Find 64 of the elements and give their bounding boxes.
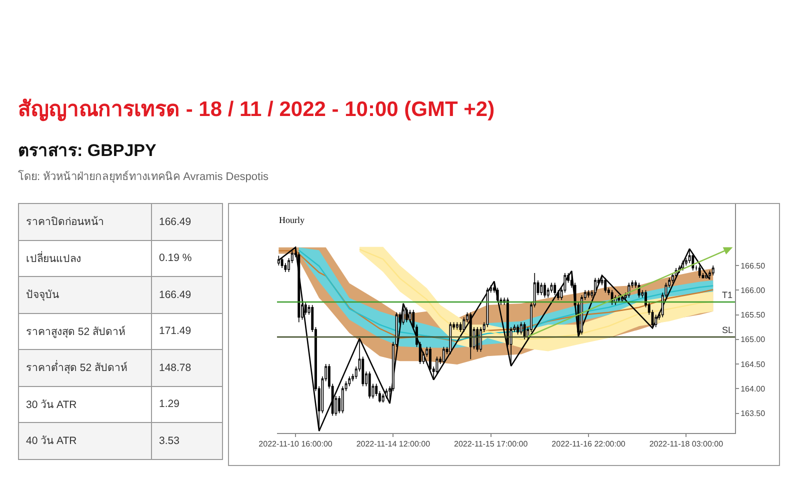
candlestick: [459, 322, 462, 332]
ref-line-label: SL: [722, 325, 734, 335]
candlestick: [341, 386, 344, 414]
candlestick: [442, 346, 445, 364]
text: ปัจจุบัน: [18, 276, 152, 313]
candlestick: [476, 326, 479, 352]
candlestick: [304, 302, 307, 316]
candlestick: [698, 265, 701, 278]
candlestick: [456, 322, 458, 330]
text: โดย: หัวหน้าฝ่ายกลยุทธ์ทางเทคนิค Avramis Despotis: [18, 169, 269, 185]
text: เปลี่ยนแปลง: [18, 240, 152, 276]
candlestick: [682, 260, 684, 271]
text: 166.49: [152, 276, 222, 313]
candlestick: [594, 277, 596, 296]
candlestick: [540, 282, 543, 296]
x-tick-label: 2022-11-10 16:00:00: [258, 440, 333, 449]
candlestick: [469, 312, 472, 360]
candlestick: [705, 272, 708, 278]
text: ตราสาร: GBPJPY: [18, 140, 156, 162]
ref-line-label: T1: [722, 290, 733, 300]
x-tick-label: 2022-11-15 17:00:00: [454, 440, 528, 449]
candlestick: [516, 324, 520, 335]
candlestick: [546, 287, 550, 298]
text: 40 วัน ATR: [18, 422, 152, 459]
x-tick-label: 2022-11-16 22:00:00: [552, 440, 626, 449]
candlestick: [405, 307, 408, 323]
y-tick-label: 164.50: [740, 360, 766, 369]
candlestick: [654, 314, 658, 328]
candlestick: [604, 277, 607, 294]
y-tick-label: 165.50: [740, 310, 766, 320]
x-tick-label: 2022-11-18 03:00:00: [649, 440, 724, 449]
candlestick: [298, 252, 300, 323]
candlestick: [348, 376, 351, 387]
y-tick-label: 166.50: [740, 261, 766, 270]
y-tick-label: 164.00: [740, 384, 766, 394]
annotation: Hourly: [279, 215, 305, 225]
text: 3.53: [152, 422, 222, 459]
x-tick-label: 2022-11-14 12:00:00: [356, 440, 431, 449]
candlestick: [368, 371, 371, 399]
text: ราคาปิดก่อนหน้า: [18, 204, 152, 240]
candlestick: [280, 256, 284, 268]
text: 0.19 %: [152, 240, 222, 276]
candlestick: [620, 294, 624, 303]
candlestick: [523, 322, 526, 340]
candlestick: [712, 265, 714, 276]
text: สัญญาณการเทรด - 18 / 11 / 2022 - 10:00 (GMT +2): [18, 97, 495, 124]
text: ราคาสูงสุด 52 สัปดาห์: [18, 313, 152, 350]
text: ราคาต่ำสุด 52 สัปดาห์: [18, 350, 152, 386]
text: 166.49: [152, 204, 222, 240]
y-tick-label: 163.50: [740, 409, 766, 418]
candlestick: [449, 322, 452, 355]
candlestick: [587, 290, 590, 298]
candlestick: [462, 316, 466, 332]
candlestick: [544, 282, 546, 298]
candlestick: [402, 303, 405, 326]
candlestick: [554, 282, 556, 296]
y-tick-label: 166.00: [740, 286, 766, 295]
text: 171.49: [152, 313, 222, 350]
text: 148.78: [152, 350, 222, 386]
candlestick: [692, 252, 694, 271]
text: 1.29: [152, 386, 222, 422]
y-tick-label: 165.00: [740, 335, 766, 344]
text: 30 วัน ATR: [18, 386, 152, 422]
candlestick: [550, 282, 553, 294]
